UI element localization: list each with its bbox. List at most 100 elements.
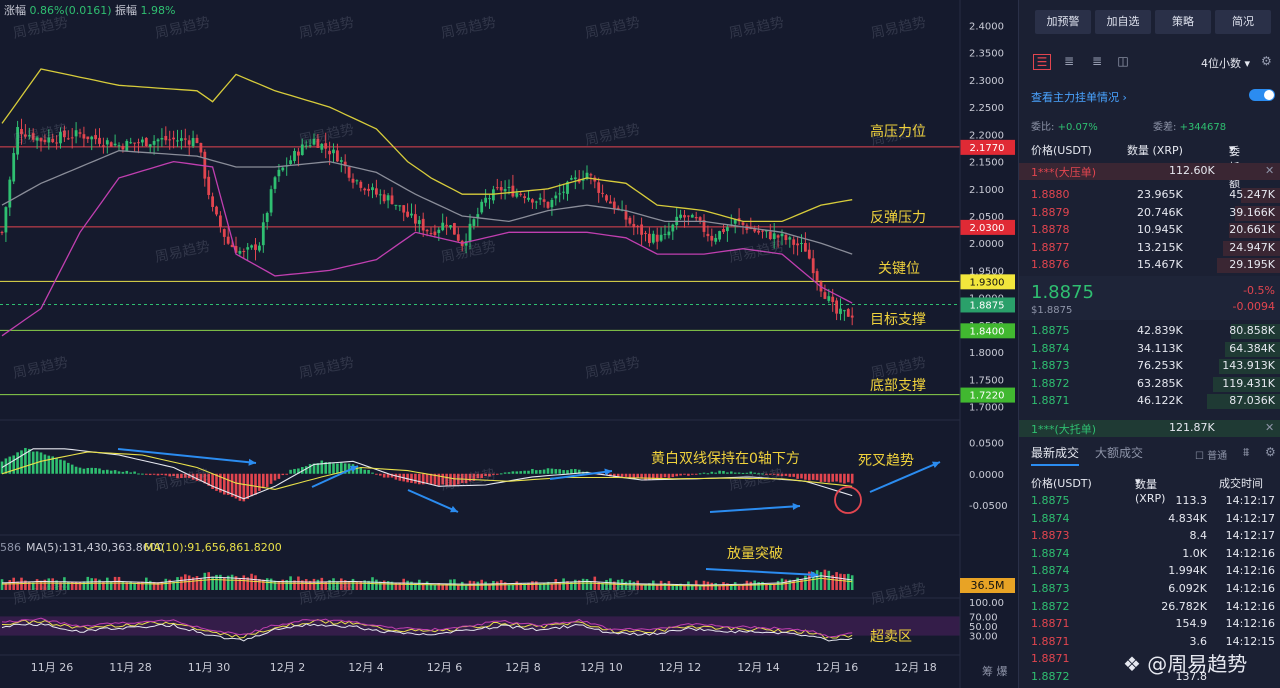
checkbox-icon[interactable]: ☐ xyxy=(1195,451,1204,462)
macd-hist-bar xyxy=(449,473,452,486)
candle-body xyxy=(417,220,421,224)
volume-bar xyxy=(601,582,604,590)
big-bid-label: 1***(大托单) xyxy=(1031,423,1097,436)
macd-dea-line xyxy=(1,451,853,490)
macd-hist-bar xyxy=(347,463,351,474)
trade-col-qty[interactable]: 数量(XRP) ▾ xyxy=(1135,475,1166,505)
last-price: 1.8875 xyxy=(1031,282,1094,303)
overview-button[interactable]: 简况 xyxy=(1215,10,1271,34)
volume-bar xyxy=(698,586,702,590)
date-tick: 12月 12 xyxy=(659,661,702,674)
last-change-pct: -0.5% xyxy=(1243,284,1275,297)
candle-body xyxy=(624,211,628,220)
trend-arrow xyxy=(311,465,359,488)
col-total[interactable]: 委托额 ▾ xyxy=(1229,142,1240,190)
volume-bar xyxy=(215,574,218,590)
bid-row[interactable]: 1.8873 76.253K 143.913K xyxy=(1019,358,1280,375)
bid-row[interactable]: 1.8875 42.839K 80.858K xyxy=(1019,323,1280,340)
ask-row[interactable]: 1.8878 10.945K 20.661K xyxy=(1019,222,1280,239)
big-bid-row[interactable]: 1***(大托单) 121.87K ✕ xyxy=(1019,420,1280,437)
layout-asks-icon[interactable]: ≣ xyxy=(1091,54,1103,68)
candle-body xyxy=(515,192,519,197)
candle-body xyxy=(129,142,133,144)
trade-row: 1.8874 1.0K 14:12:16 xyxy=(1019,546,1280,563)
action-buttons: 加预警 加自选 策略 简况 xyxy=(1019,10,1280,36)
candle-body xyxy=(74,130,78,137)
price-axis-tick: 2.1000 xyxy=(969,185,1004,196)
candle-body xyxy=(655,234,659,242)
volume-bar xyxy=(562,578,565,590)
trade-price: 1.8871 xyxy=(1031,617,1070,631)
macd-hist-bar xyxy=(784,473,788,476)
watermark-text: 周易趋势 xyxy=(154,239,212,266)
trend-arrow xyxy=(549,470,613,480)
settings-icon[interactable]: ⚙ xyxy=(1261,54,1272,68)
settings-icon[interactable]: ⚙ xyxy=(1265,445,1276,459)
volume-bar xyxy=(800,579,803,590)
chart-svg[interactable]: 2.4000 2.3500 2.3000 2.2500 2.2000 2.1500 2.10… xyxy=(0,0,1018,688)
volume-bar xyxy=(574,579,577,590)
macd-hist-bar xyxy=(156,473,160,476)
add-alert-button[interactable]: 加预警 xyxy=(1035,10,1091,34)
layout-depth-icon[interactable]: ☰ xyxy=(1033,54,1051,70)
macd-hist-bar xyxy=(269,473,273,484)
layout-bids-icon[interactable]: ≣ xyxy=(1063,54,1075,68)
date-tick: 12月 16 xyxy=(816,661,859,674)
macd-hist-bar xyxy=(757,473,760,475)
ask-row[interactable]: 1.8879 20.746K 39.166K xyxy=(1019,205,1280,222)
row-qty: 63.285K xyxy=(1137,376,1183,390)
chart-area[interactable]: 2.4000 2.3500 2.3000 2.2500 2.2000 2.1500 2.10… xyxy=(0,0,1018,688)
trade-col-qty-text: 数量(XRP) xyxy=(1135,478,1166,505)
volume-bar xyxy=(605,579,608,590)
candle-body xyxy=(339,160,343,162)
volume-bar xyxy=(141,581,144,590)
volume-bar xyxy=(238,578,242,590)
strategy-button[interactable]: 策略 xyxy=(1155,10,1211,34)
big-ask-row[interactable]: 1***(大压单) 112.60K ✕ xyxy=(1019,163,1280,180)
volume-bar xyxy=(558,582,561,590)
macd-hist-bar xyxy=(410,473,413,483)
trade-row: 1.8872 26.782K 14:12:16 xyxy=(1019,599,1280,616)
volume-bar xyxy=(246,577,249,590)
candle-body xyxy=(238,250,242,254)
tab-latest-trades[interactable]: 最新成交 xyxy=(1031,444,1080,466)
ask-row[interactable]: 1.8876 15.467K 29.195K xyxy=(1019,257,1280,274)
trend-arrowhead xyxy=(792,503,800,510)
precision-select[interactable]: 4位小数 ▾ xyxy=(1201,55,1250,71)
trade-row: 1.8871 3.6 14:12:15 xyxy=(1019,634,1280,651)
candle-body xyxy=(308,145,312,147)
bid-row[interactable]: 1.8872 63.285K 119.431K xyxy=(1019,376,1280,393)
volume-bar xyxy=(566,581,569,590)
orderbook-link[interactable]: 查看主力挂单情况 › xyxy=(1031,91,1127,104)
filter-icon[interactable]: ⩩ xyxy=(1243,445,1250,459)
row-price: 1.8876 xyxy=(1031,258,1070,271)
macd-hist-bar xyxy=(24,447,27,474)
add-watchlist-button[interactable]: 加自选 xyxy=(1095,10,1151,34)
diff-value: +344678 xyxy=(1179,122,1227,133)
ask-row[interactable]: 1.8880 23.965K 45.247K xyxy=(1019,187,1280,204)
candle-body xyxy=(324,143,328,149)
candle-body xyxy=(710,235,714,241)
candle-body xyxy=(406,211,409,217)
candle-body xyxy=(694,216,698,219)
volume-bar xyxy=(285,580,288,590)
macd-hist-bar xyxy=(574,469,577,474)
layout-compact-icon[interactable]: ◫ xyxy=(1117,54,1129,68)
normal-filter[interactable]: ☐ 普通 xyxy=(1195,447,1227,462)
volume-bar xyxy=(55,580,58,590)
tab-large-trades[interactable]: 大额成交 xyxy=(1095,446,1144,460)
volume-bar xyxy=(546,581,550,590)
close-icon[interactable]: ✕ xyxy=(1265,164,1275,177)
volume-bar xyxy=(737,585,741,590)
trade-price: 1.8874 xyxy=(1031,564,1070,578)
ask-row[interactable]: 1.8877 13.215K 24.947K xyxy=(1019,240,1280,257)
macd-hist-bar xyxy=(340,462,343,474)
bid-row[interactable]: 1.8871 46.122K 87.036K xyxy=(1019,393,1280,410)
candle-body xyxy=(183,138,187,140)
orderbook-toggle[interactable] xyxy=(1249,89,1275,101)
close-icon[interactable]: ✕ xyxy=(1265,421,1275,434)
bid-row[interactable]: 1.8874 34.113K 64.384K xyxy=(1019,341,1280,358)
candle-body xyxy=(402,205,406,213)
volume-bar xyxy=(815,570,819,590)
volume-bar xyxy=(367,580,370,590)
